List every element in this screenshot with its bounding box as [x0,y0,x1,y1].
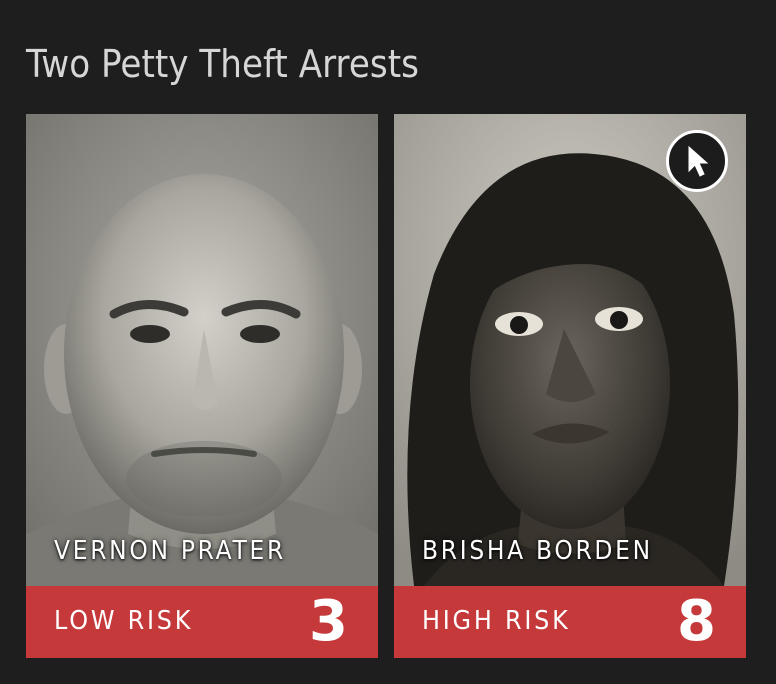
profile-card-left[interactable]: VERNON PRATER LOW RISK 3 [26,114,378,658]
risk-score: 8 [677,589,716,654]
page-title: Two Petty Theft Arrests [26,42,419,86]
profile-card-right[interactable]: BRISHA BORDEN HIGH RISK 8 [394,114,746,658]
risk-label: LOW RISK [54,606,194,636]
risk-bar: HIGH RISK 8 [394,586,746,658]
mugshot-photo [394,114,746,586]
mugshot-photo [26,114,378,586]
person-name: VERNON PRATER [54,536,286,566]
risk-label: HIGH RISK [422,606,571,636]
risk-bar: LOW RISK 3 [26,586,378,658]
risk-score: 3 [309,589,348,654]
person-name: BRISHA BORDEN [422,536,653,566]
pointer-cursor-icon [688,145,709,177]
cursor-button[interactable] [666,130,728,192]
